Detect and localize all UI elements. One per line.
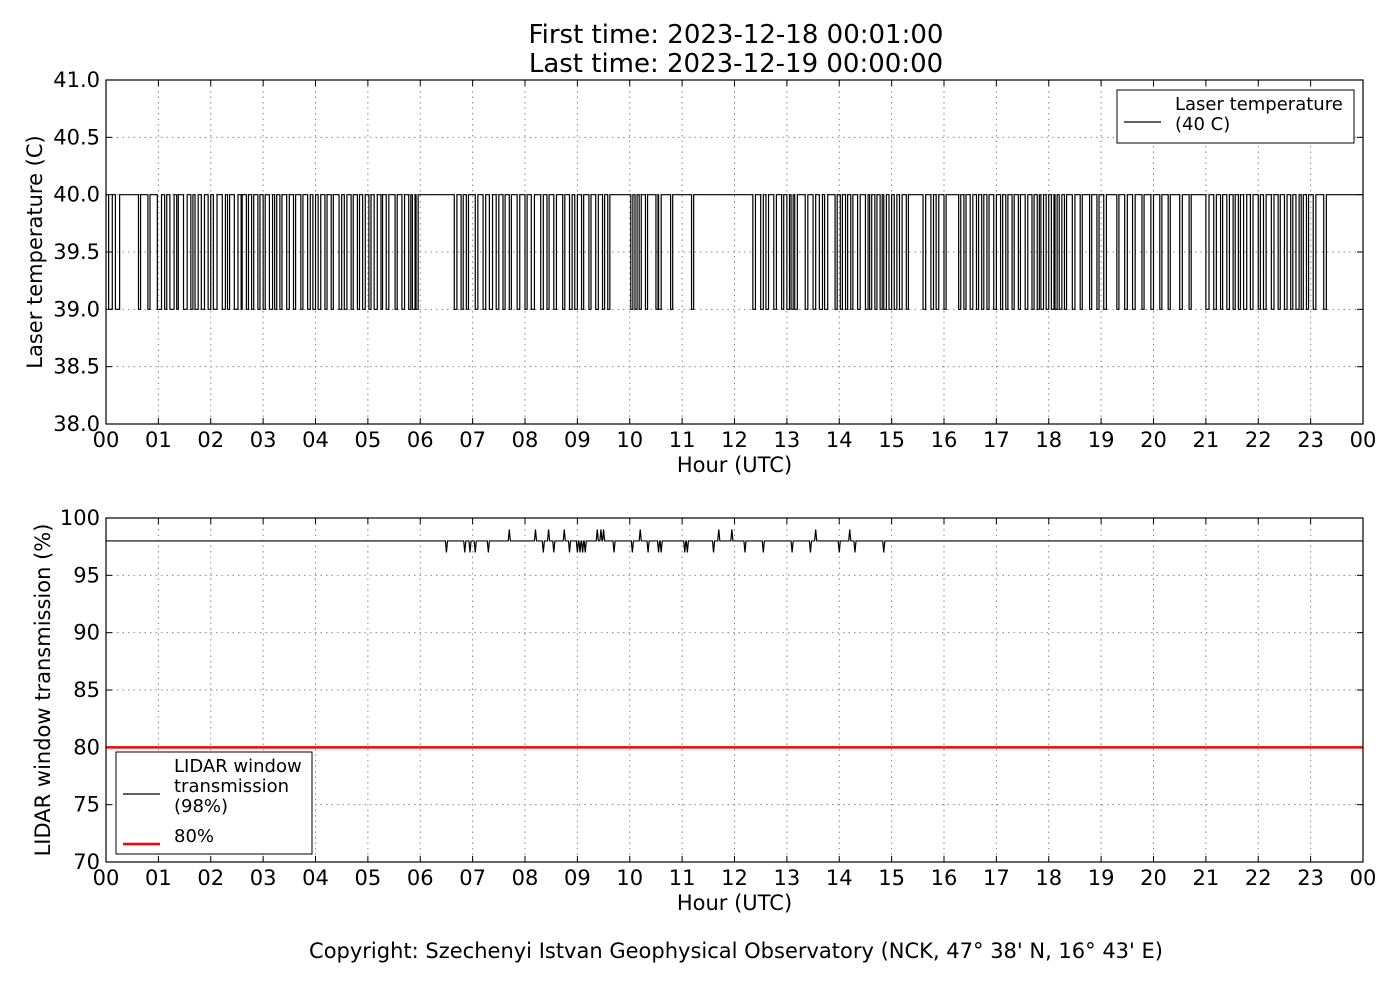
x-tick-label: 02	[197, 428, 224, 452]
x-tick-label: 00	[93, 428, 120, 452]
y-tick-label: 40.5	[53, 125, 100, 149]
x-tick-label: 03	[250, 428, 277, 452]
x-tick-label: 19	[1088, 428, 1115, 452]
x-tick-label: 16	[931, 428, 958, 452]
x-tick-label: 18	[1035, 428, 1062, 452]
x-axis-label: Hour (UTC)	[677, 453, 792, 477]
x-tick-label: 11	[669, 428, 696, 452]
x-tick-label: 19	[1088, 866, 1115, 890]
x-tick-label: 17	[983, 866, 1010, 890]
x-tick-label: 01	[145, 428, 172, 452]
y-tick-label: 39.5	[53, 240, 100, 264]
series-line-1	[106, 194, 1363, 310]
x-tick-label: 03	[250, 866, 277, 890]
y-tick-label: 38.0	[53, 412, 100, 436]
x-tick-label: 21	[1193, 428, 1220, 452]
x-tick-label: 17	[983, 428, 1010, 452]
x-tick-label: 15	[878, 866, 905, 890]
x-tick-label: 00	[1350, 866, 1377, 890]
legend-label-1: Laser temperature	[1175, 94, 1343, 115]
y-tick-label: 95	[73, 563, 100, 587]
legend-label-1: LIDAR window	[174, 756, 302, 777]
x-tick-label: 13	[774, 428, 801, 452]
x-tick-label: 12	[721, 428, 748, 452]
x-tick-label: 04	[302, 428, 329, 452]
x-tick-label: 07	[459, 866, 486, 890]
legend-box	[1116, 89, 1355, 144]
x-tick-label: 08	[512, 866, 539, 890]
x-tick-label: 22	[1245, 428, 1272, 452]
x-tick-label: 00	[1350, 428, 1377, 452]
x-tick-label: 23	[1297, 866, 1324, 890]
x-tick-label: 02	[197, 866, 224, 890]
legend-label-1: transmission	[174, 776, 289, 797]
y-tick-label: 39.0	[53, 297, 100, 321]
x-tick-label: 07	[459, 428, 486, 452]
x-tick-label: 20	[1140, 866, 1167, 890]
lidar-transmission-panel: 00 01 02 03 04 05 06 07 08 09 10 11 12 13 14 15 16 17 18 19…	[31, 506, 1376, 915]
copyright-text: Copyright: Szechenyi Istvan Geophysical …	[309, 939, 1163, 963]
chart-title-line-1: First time: 2023-12-18 00:01:00	[529, 20, 944, 50]
x-tick-label: 20	[1140, 428, 1167, 452]
x-tick-label: 11	[669, 866, 696, 890]
x-tick-label: 01	[145, 866, 172, 890]
chart-title-line-2: Last time: 2023-12-19 00:00:00	[529, 49, 943, 79]
x-tick-label: 16	[931, 866, 958, 890]
series-line-1	[106, 529, 1363, 553]
y-tick-label: 90	[73, 621, 100, 645]
x-tick-label: 10	[616, 428, 643, 452]
x-tick-label: 15	[878, 428, 905, 452]
y-axis-label: Laser temperature (C)	[23, 135, 47, 368]
x-tick-label: 14	[826, 866, 853, 890]
x-tick-label: 21	[1193, 866, 1220, 890]
x-tick-label: 14	[826, 428, 853, 452]
x-tick-label: 06	[407, 866, 434, 890]
x-axis-label: Hour (UTC)	[677, 891, 792, 915]
legend-label-2: 80%	[174, 826, 214, 847]
x-tick-label: 23	[1297, 428, 1324, 452]
x-tick-label: 18	[1035, 866, 1062, 890]
x-tick-label: 13	[774, 866, 801, 890]
x-tick-label: 04	[302, 866, 329, 890]
x-tick-label: 08	[512, 428, 539, 452]
legend-label-1: (98%)	[174, 796, 228, 817]
x-tick-label: 05	[355, 428, 382, 452]
legend-label-1: (40 C)	[1175, 114, 1230, 135]
axes-frame	[105, 517, 1364, 863]
y-tick-label: 75	[73, 793, 100, 817]
x-tick-label: 09	[564, 428, 591, 452]
x-tick-label: 00	[93, 866, 120, 890]
x-tick-label: 09	[564, 866, 591, 890]
axes-frame	[105, 79, 1364, 425]
x-tick-label: 05	[355, 866, 382, 890]
y-tick-label: 85	[73, 678, 100, 702]
x-tick-label: 06	[407, 428, 434, 452]
x-tick-label: 22	[1245, 866, 1272, 890]
legend-box	[115, 751, 313, 855]
y-tick-label: 41.0	[53, 68, 100, 92]
y-tick-label: 40.0	[53, 183, 100, 207]
y-tick-label: 80	[73, 735, 100, 759]
x-tick-label: 10	[616, 866, 643, 890]
x-tick-label: 12	[721, 866, 748, 890]
laser-temperature-panel: 00 01 02 03 04 05 06 07 08 09 10 11 12 13 14 15 16 17 18 19…	[23, 68, 1376, 477]
y-tick-label: 100	[60, 506, 100, 530]
y-tick-label: 38.5	[53, 355, 100, 379]
y-tick-label: 70	[73, 850, 100, 874]
y-axis-label: LIDAR window transmission (%)	[31, 524, 55, 857]
